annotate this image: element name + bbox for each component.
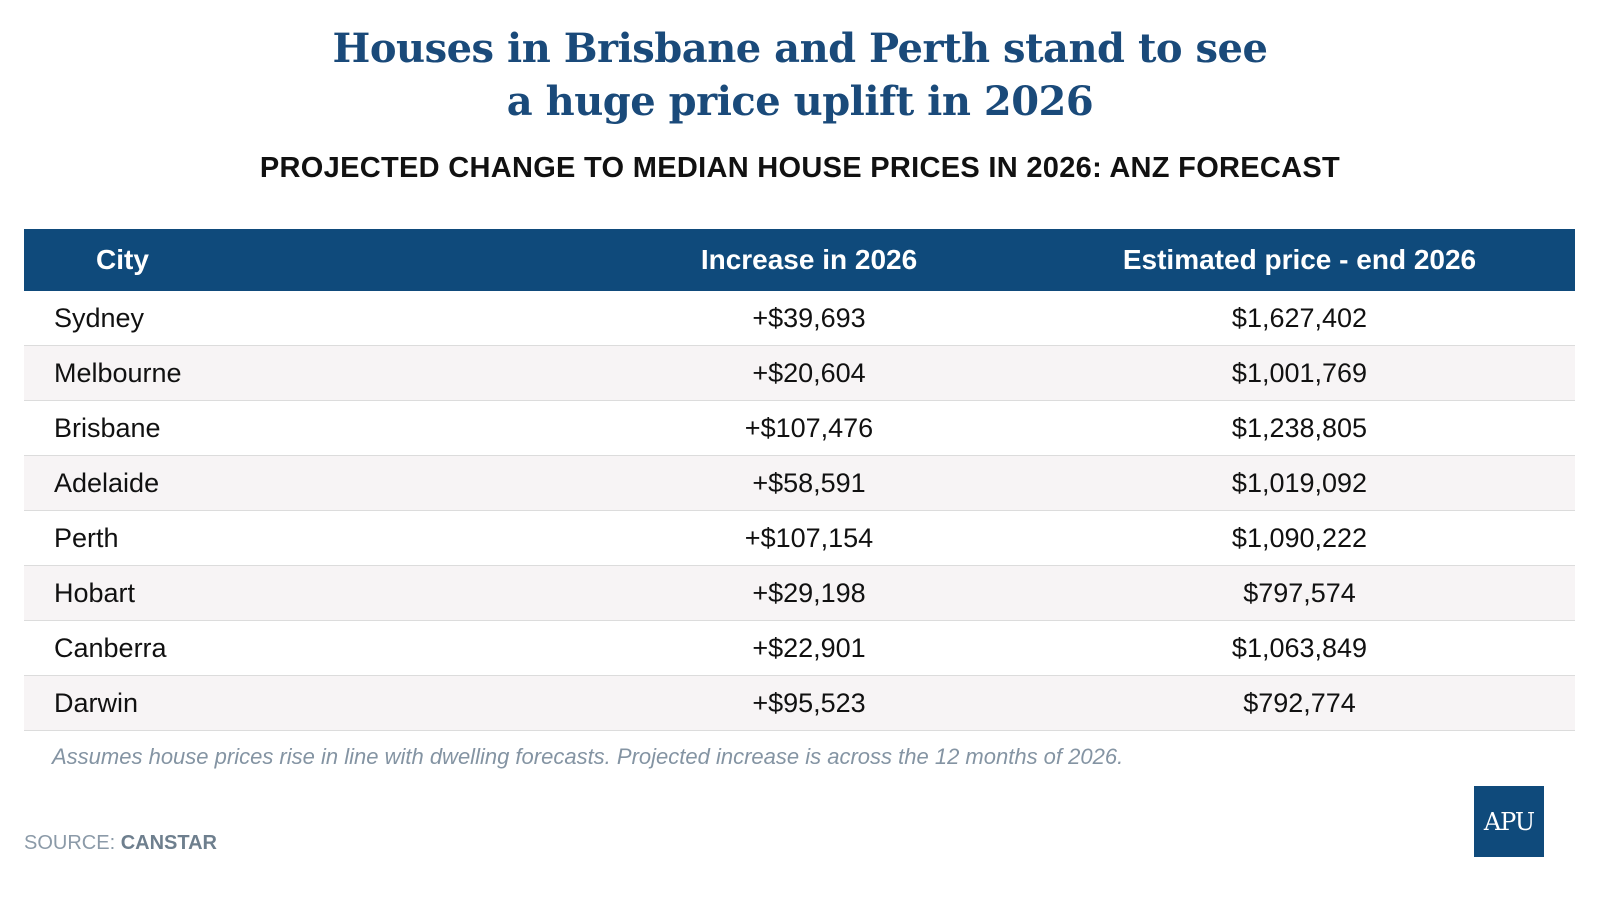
cell-increase: +$95,523 [752, 687, 866, 718]
source-credit: SOURCE: CANSTAR [24, 832, 217, 855]
cell-increase: +$29,198 [752, 577, 866, 608]
chart-subtitle: PROJECTED CHANGE TO MEDIAN HOUSE PRICES … [259, 152, 1341, 184]
cell-increase: +$39,693 [752, 302, 866, 333]
price-table: City Increase in 2026 Estimated price - … [24, 229, 1575, 731]
cell-city: Perth [54, 522, 119, 553]
title-line-1: Houses in Brisbane and Perth stand to se… [332, 25, 1268, 72]
cell-estimated-price: $1,090,222 [1231, 522, 1368, 553]
cell-estimated-price: $1,001,769 [1231, 357, 1368, 388]
table-row: Adelaide +$58,591 $1,019,092 [24, 456, 1575, 511]
table-row: Melbourne +$20,604 $1,001,769 [24, 346, 1575, 401]
cell-estimated-price: $1,238,805 [1231, 412, 1368, 443]
cell-city: Hobart [54, 577, 136, 608]
cell-estimated-price: $1,019,092 [1231, 467, 1368, 498]
apu-logo: APU [1474, 786, 1544, 857]
cell-city: Melbourne [54, 357, 182, 388]
cell-increase: +$20,604 [752, 357, 866, 388]
cell-estimated-price: $1,063,849 [1231, 632, 1368, 663]
table-row: Canberra +$22,901 $1,063,849 [24, 621, 1575, 676]
cell-increase: +$107,476 [744, 412, 874, 443]
cell-increase: +$22,901 [752, 632, 866, 663]
table-body: Sydney +$39,693 $1,627,402 Melbourne +$20,60… [24, 291, 1575, 731]
cell-city: Darwin [54, 687, 139, 718]
column-header-city: City [96, 244, 149, 275]
table-row: Perth +$107,154 $1,090,222 [24, 511, 1575, 566]
table-row: Brisbane +$107,476 $1,238,805 [24, 401, 1575, 456]
table-header: City Increase in 2026 Estimated price - … [24, 229, 1575, 291]
title-line-2: a huge price uplift in 2026 [506, 78, 1094, 125]
cell-estimated-price: $1,627,402 [1231, 302, 1368, 333]
cell-city: Adelaide [54, 467, 160, 498]
cell-estimated-price: $792,774 [1243, 687, 1356, 718]
footnote: Assumes house prices rise in line with d… [52, 744, 1124, 769]
table-row: Sydney +$39,693 $1,627,402 [24, 291, 1575, 346]
cell-city: Brisbane [54, 412, 161, 443]
cell-city: Sydney [54, 302, 145, 333]
column-header-increase: Increase in 2026 [700, 244, 918, 275]
column-header-estimated-price: Estimated price - end 2026 [1122, 244, 1477, 275]
table-row: Hobart +$29,198 $797,574 [24, 566, 1575, 621]
chart-title: Houses in Brisbane and Perth stand to se… [0, 22, 1600, 128]
cell-estimated-price: $797,574 [1243, 577, 1356, 608]
source-name: CANSTAR [120, 832, 217, 854]
cell-increase: +$107,154 [744, 522, 874, 553]
table-row: Darwin +$95,523 $792,774 [24, 676, 1575, 731]
cell-increase: +$58,591 [752, 467, 866, 498]
cell-city: Canberra [54, 632, 167, 663]
source-label: SOURCE: [24, 832, 121, 854]
